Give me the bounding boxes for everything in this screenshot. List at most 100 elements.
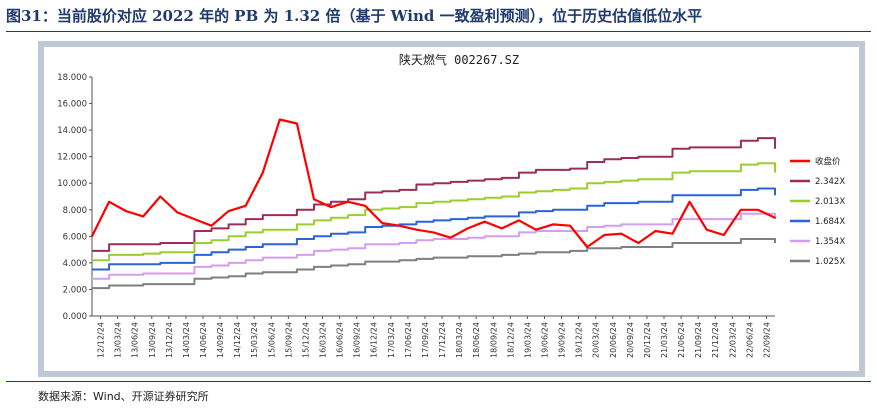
data-point-收盘价: [176, 211, 179, 214]
x-tick-label: 19/09/24: [558, 322, 567, 358]
figure-title: 图31：当前股价对应 2022 年的 PB 为 1.32 倍（基于 Wind 一…: [6, 7, 703, 25]
x-tick-label: 16/03/24: [319, 322, 328, 358]
data-point-收盘价: [432, 231, 435, 234]
x-tick-label: 16/09/24: [353, 322, 362, 358]
x-tick-label: 17/06/24: [404, 322, 413, 358]
x-tick-label: 20/12/24: [643, 322, 652, 358]
series-line-2.013X: [92, 162, 776, 262]
x-tick-label: 13/06/24: [131, 322, 140, 358]
x-tick-label: 16/12/24: [370, 322, 379, 358]
legend-label-1.354X: 1.354X: [815, 237, 845, 247]
y-tick-label: 12.000: [57, 153, 87, 163]
legend-box: [786, 151, 856, 275]
x-tick-label: 18/09/24: [489, 322, 498, 358]
y-tick-label: 6.000: [63, 232, 87, 242]
series-line-1.025X: [92, 238, 776, 290]
y-tick-label: 2.000: [63, 285, 87, 295]
x-tick-label: 21/12/24: [711, 322, 720, 358]
data-point-收盘价: [688, 200, 691, 203]
x-tick-label: 18/06/24: [472, 322, 481, 358]
data-point-收盘价: [108, 200, 110, 203]
chart-title: 陕天燃气 002267.SZ: [399, 52, 519, 67]
x-tick-label: 20/03/24: [592, 322, 601, 358]
data-point-收盘价: [535, 228, 537, 231]
data-point-收盘价: [739, 208, 742, 211]
x-tick-label: 13/12/24: [165, 322, 174, 358]
y-tick-label: 10.000: [57, 179, 87, 189]
line-chart: 陕天燃气 002267.SZ 0.000 2.000 4.000 6.000 8.000…: [44, 47, 859, 371]
title-divider: [6, 31, 871, 32]
source-note: 数据来源：Wind、开源证券研究所: [38, 390, 209, 403]
data-point-收盘价: [415, 228, 418, 231]
x-tick-label: 19/06/24: [540, 322, 549, 358]
data-point-收盘价: [313, 198, 315, 201]
x-tick-label: 17/03/24: [387, 322, 396, 358]
data-point-收盘价: [142, 215, 145, 218]
data-point-收盘价: [774, 216, 776, 219]
data-point-收盘价: [210, 224, 213, 227]
legend-label-2.342X: 2.342X: [815, 177, 845, 187]
x-tick-label: 18/12/24: [506, 322, 515, 358]
x-tick-label: 17/12/24: [438, 322, 447, 358]
y-tick-label: 4.000: [63, 259, 87, 269]
data-point-收盘价: [227, 210, 230, 213]
x-tick-label: 13/03/24: [114, 322, 123, 358]
y-tick-label: 14.000: [57, 126, 87, 136]
data-point-收盘价: [654, 230, 657, 232]
y-tick-label: 16.000: [57, 100, 87, 110]
data-point-收盘价: [193, 218, 196, 220]
data-point-收盘价: [603, 234, 606, 236]
plot-area: 0.000 2.000 4.000 6.000 8.000 10.000 12.000 14.…: [57, 73, 776, 358]
series-line-2.342X: [92, 137, 776, 252]
legend-label-1.025X: 1.025X: [815, 257, 845, 267]
x-tick-label: 15/03/24: [250, 322, 259, 358]
data-point-收盘价: [364, 204, 367, 207]
x-tick-label: 21/03/24: [660, 322, 669, 358]
data-point-收盘价: [483, 220, 486, 223]
x-tick-label: 22/06/24: [745, 322, 754, 358]
x-tick-label: 20/06/24: [609, 322, 618, 358]
legend-label-收盘价: 收盘价: [815, 156, 841, 167]
data-point-收盘价: [757, 208, 759, 211]
data-point-收盘价: [330, 206, 332, 209]
chart-container: 陕天燃气 002267.SZ 0.000 2.000 4.000 6.000 8.000…: [38, 41, 865, 377]
data-point-收盘价: [637, 242, 640, 244]
legend-label-2.013X: 2.013X: [815, 197, 845, 207]
x-tick-label: 21/06/24: [677, 322, 686, 358]
data-point-收盘价: [586, 246, 589, 248]
data-point-收盘价: [552, 223, 554, 226]
y-tick-label: 8.000: [63, 206, 87, 216]
x-tick-label: 21/09/24: [694, 322, 703, 358]
data-point-收盘价: [278, 118, 281, 121]
x-tick-label: 14/03/24: [182, 322, 191, 358]
data-point-收盘价: [500, 227, 503, 230]
x-tick-label: 22/09/24: [762, 322, 771, 358]
data-point-收盘价: [705, 228, 708, 231]
x-tick-label: 22/03/24: [728, 322, 737, 358]
x-tick-label: 12/12/24: [97, 322, 106, 358]
data-point-收盘价: [261, 171, 264, 174]
legend-label-1.684X: 1.684X: [815, 217, 845, 227]
x-tick-label: 15/09/24: [284, 322, 293, 358]
x-tick-label: 19/12/24: [575, 322, 584, 358]
data-point-收盘价: [620, 232, 623, 235]
source-divider: [6, 381, 871, 382]
data-point-收盘价: [722, 234, 725, 236]
x-tick-label: 18/03/24: [455, 322, 464, 358]
x-tick-label: 14/06/24: [199, 322, 208, 358]
x-tick-label: 20/09/24: [626, 322, 635, 358]
y-tick-label: 0.000: [63, 312, 87, 322]
data-point-收盘价: [244, 204, 247, 207]
x-tick-label: 13/09/24: [148, 322, 157, 358]
chart-background: [44, 47, 859, 371]
data-point-收盘价: [91, 235, 93, 238]
x-tick-label: 19/03/24: [523, 322, 532, 358]
data-point-收盘价: [398, 224, 401, 227]
data-point-收盘价: [381, 222, 384, 224]
data-point-收盘价: [569, 224, 571, 227]
data-point-收盘价: [517, 219, 520, 222]
data-point-收盘价: [125, 210, 128, 213]
x-tick-label: 16/06/24: [336, 322, 345, 358]
y-tick-label: 18.000: [57, 73, 87, 83]
series-line-1.684X: [92, 187, 776, 271]
